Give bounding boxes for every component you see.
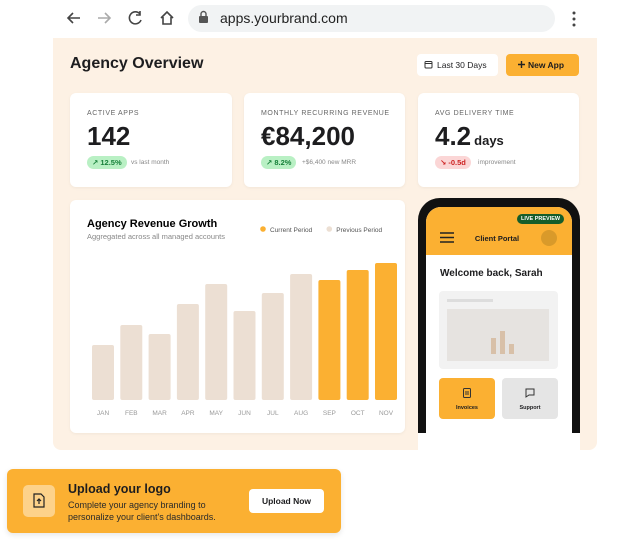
- bar: [92, 345, 114, 400]
- back-icon[interactable]: [66, 12, 80, 24]
- date-range-button[interactable]: Last 30 Days: [417, 54, 498, 76]
- kpi-label: AVG DELIVERY TIME: [435, 110, 515, 117]
- invoice-icon: [463, 388, 471, 398]
- kpi-card: ACTIVE APPS 142 ↗ 12.5% vs last month: [70, 93, 232, 187]
- kpi-badge: ↘ -0.5d: [435, 156, 471, 169]
- x-tick-label: AUG: [294, 410, 308, 417]
- kpi-label: ACTIVE APPS: [87, 110, 140, 117]
- kpi-value-number: 4.2: [435, 121, 472, 151]
- avatar[interactable]: [541, 230, 557, 246]
- upload-button[interactable]: Upload Now: [249, 489, 324, 513]
- browser-bar: apps.yourbrand.com: [66, 5, 576, 32]
- x-tick-label: JAN: [97, 410, 110, 417]
- welcome: Welcome back, Sarah: [440, 268, 543, 279]
- placeholder: [447, 299, 493, 302]
- bar: [205, 284, 228, 400]
- kpi-badge-text: -0.5d: [448, 158, 466, 167]
- kpi-note: improvement: [478, 159, 516, 166]
- revenue-chart: Agency Revenue Growth Aggregated across …: [87, 218, 397, 417]
- portal-title: Client Portal: [474, 234, 520, 243]
- banner-text: personalize your client's dashboards.: [68, 512, 216, 522]
- live-badge: LIVE PREVIEW: [517, 214, 565, 224]
- x-tick-label: MAR: [152, 410, 167, 417]
- forward-icon[interactable]: [98, 12, 112, 24]
- invoices-tile[interactable]: Invoices: [439, 378, 495, 419]
- new-app-button[interactable]: New App: [506, 54, 579, 76]
- x-tick-label: MAY: [209, 410, 223, 417]
- upload-button-label: Upload Now: [261, 496, 312, 506]
- x-tick-label: FEB: [125, 410, 138, 417]
- kpi-badge-text: 8.2%: [274, 158, 292, 167]
- legend-dot: [260, 226, 266, 232]
- x-tick-label: OCT: [351, 410, 365, 417]
- fade: [418, 433, 580, 463]
- reload-icon[interactable]: [128, 11, 142, 25]
- bar: [148, 334, 171, 400]
- kpi-note: vs last month: [131, 159, 170, 166]
- date-range: Last 30 Days: [437, 60, 487, 70]
- legend-label: Previous Period: [336, 227, 382, 234]
- bar: [375, 263, 397, 400]
- new-app-label: New App: [528, 60, 565, 70]
- kpi-badge-text: 12.5%: [100, 158, 122, 167]
- support-tile[interactable]: Support: [502, 378, 558, 419]
- kpi-badge: ↗ 8.2%: [261, 156, 297, 169]
- page-title: Agency Overview: [70, 55, 204, 72]
- x-tick-label: JUL: [267, 410, 279, 417]
- phone-screen: LIVE PREVIEW Client Portal Welcome back,…: [426, 207, 572, 447]
- kpi-badge: ↗ 12.5%: [87, 156, 127, 169]
- banner-title: Upload your logo: [68, 482, 171, 496]
- bar: [261, 293, 284, 400]
- mini-chart-icon: [491, 331, 514, 354]
- legend-dot: [326, 226, 333, 232]
- tile-label: Support: [519, 405, 541, 411]
- calendar-icon: [424, 61, 433, 69]
- lock-icon: [200, 10, 207, 16]
- legend-label: Current Period: [270, 227, 313, 234]
- bar: [176, 304, 199, 400]
- kpi-value: 142: [87, 121, 131, 151]
- chart-title: Agency Revenue Growth: [87, 218, 217, 230]
- bar: [233, 311, 256, 400]
- url-bar[interactable]: [188, 5, 555, 32]
- kpi-label: MONTHLY RECURRING REVENUE: [261, 110, 390, 117]
- preview-card: [439, 291, 558, 369]
- placeholder: [447, 309, 549, 361]
- bar: [318, 280, 341, 400]
- x-tick-label: APR: [181, 410, 195, 417]
- bar: [290, 274, 313, 400]
- kpi-note: +$6,400 new MRR: [302, 159, 357, 166]
- kpi-value: €84,200: [261, 121, 355, 151]
- kpi-card: MONTHLY RECURRING REVENUE €84,200 ↗ 8.2%…: [244, 93, 405, 187]
- bar: [346, 270, 369, 400]
- home-icon[interactable]: [160, 10, 174, 25]
- upload-icon: [33, 493, 45, 508]
- banner-text: Complete your agency branding to: [68, 500, 206, 510]
- bar: [120, 325, 143, 400]
- x-tick-label: SEP: [323, 410, 336, 417]
- upload-banner: Upload your logo Complete your agency br…: [7, 469, 341, 533]
- menu-icon[interactable]: [572, 11, 576, 27]
- plus-icon: [518, 61, 525, 68]
- url: apps.yourbrand.com: [220, 10, 348, 26]
- kpi-unit: days: [474, 133, 504, 148]
- x-tick-label: JUN: [238, 410, 251, 417]
- support-icon: [525, 388, 535, 398]
- hamburger-icon[interactable]: [440, 232, 454, 243]
- tile-label: Invoices: [455, 405, 478, 411]
- chart-subtitle: Aggregated across all managed accounts: [87, 232, 225, 241]
- upload-icon-box: [23, 485, 55, 517]
- lock-icon: [199, 16, 208, 23]
- x-tick-label: NOV: [379, 410, 394, 417]
- kpi-value: 4.2 days: [435, 121, 504, 152]
- kpi-card: AVG DELIVERY TIME 4.2 days ↘ -0.5d improv…: [418, 93, 579, 187]
